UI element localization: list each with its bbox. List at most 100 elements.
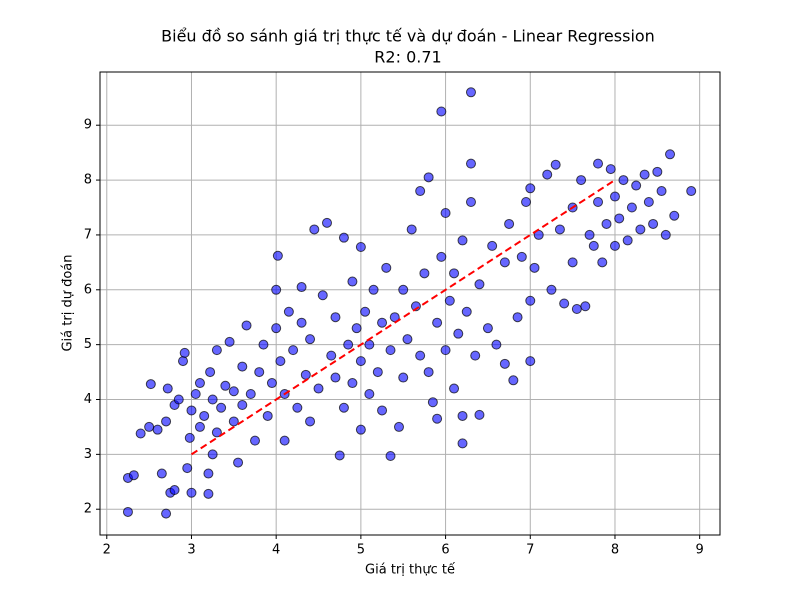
point	[250, 435, 260, 446]
point	[271, 284, 282, 295]
point	[338, 402, 349, 413]
point	[360, 306, 371, 317]
point	[237, 399, 248, 410]
point	[660, 229, 671, 240]
x-axis-label: Giá trị thực tế	[365, 563, 455, 578]
y-axis-label: Giá trị dự đoán	[61, 254, 76, 351]
chart-title: Biểu đồ so sánh giá trị thực tế và dự đo…	[161, 27, 655, 46]
point	[169, 485, 180, 496]
point	[406, 224, 417, 235]
point	[326, 350, 337, 361]
point	[128, 470, 139, 481]
point	[300, 369, 311, 380]
reference-line	[190, 179, 616, 456]
point	[205, 367, 216, 378]
point	[355, 241, 366, 252]
point	[156, 468, 167, 479]
point	[487, 240, 498, 251]
point	[254, 367, 265, 378]
point	[309, 224, 320, 235]
y-tick-label: 7	[84, 227, 92, 242]
point	[135, 428, 146, 439]
point	[211, 345, 222, 356]
point	[162, 383, 173, 394]
point	[351, 323, 362, 334]
point	[347, 276, 358, 287]
point	[305, 416, 316, 427]
point	[178, 356, 189, 367]
point	[275, 356, 286, 367]
point	[377, 317, 388, 328]
x-tick-label: 3	[187, 543, 195, 558]
y-tick-label: 2	[84, 502, 92, 517]
point	[203, 468, 214, 479]
point	[182, 463, 193, 474]
point	[669, 210, 680, 221]
point	[652, 166, 663, 177]
y-tick-label: 3	[84, 447, 92, 462]
y-tick-label: 9	[84, 118, 92, 133]
point	[529, 262, 540, 273]
point	[145, 379, 156, 390]
point	[271, 323, 282, 334]
point	[216, 402, 227, 413]
point	[283, 306, 294, 317]
point	[618, 175, 629, 186]
point	[516, 251, 527, 262]
point	[292, 402, 303, 413]
point	[377, 405, 388, 416]
point	[639, 169, 650, 180]
point	[415, 186, 426, 197]
point	[626, 202, 637, 213]
point	[436, 251, 447, 262]
point	[550, 159, 561, 170]
point	[597, 257, 608, 268]
plot-frame	[99, 71, 721, 536]
point	[330, 372, 341, 383]
point	[161, 416, 172, 427]
point	[635, 224, 646, 235]
point	[245, 389, 256, 400]
point	[444, 295, 455, 306]
point	[665, 149, 676, 160]
point	[355, 356, 366, 367]
point	[184, 432, 195, 443]
point	[449, 383, 460, 394]
point	[465, 197, 476, 208]
point	[228, 386, 239, 397]
point	[258, 339, 269, 350]
point	[364, 339, 375, 350]
point	[355, 424, 366, 435]
point	[179, 347, 190, 358]
point	[220, 380, 231, 391]
point	[440, 345, 451, 356]
point	[423, 367, 434, 378]
point	[436, 106, 447, 117]
point	[415, 350, 426, 361]
point	[656, 186, 667, 197]
point	[521, 197, 532, 208]
point	[321, 217, 332, 228]
point	[381, 262, 392, 273]
point	[262, 410, 273, 421]
point	[686, 186, 697, 197]
point	[338, 232, 349, 243]
point	[474, 409, 485, 420]
point	[508, 375, 519, 386]
point	[317, 290, 328, 301]
x-tick-label: 8	[611, 543, 619, 558]
point	[470, 350, 481, 361]
point	[542, 169, 553, 180]
point	[461, 306, 472, 317]
x-tick-label: 9	[696, 543, 704, 558]
x-tick-label: 6	[441, 543, 449, 558]
point	[571, 303, 582, 314]
point	[393, 421, 404, 432]
point	[465, 158, 476, 169]
point	[203, 488, 214, 499]
y-tick-label: 4	[84, 392, 92, 407]
point	[622, 235, 633, 246]
point	[199, 410, 210, 421]
point	[554, 224, 565, 235]
point	[457, 410, 468, 421]
